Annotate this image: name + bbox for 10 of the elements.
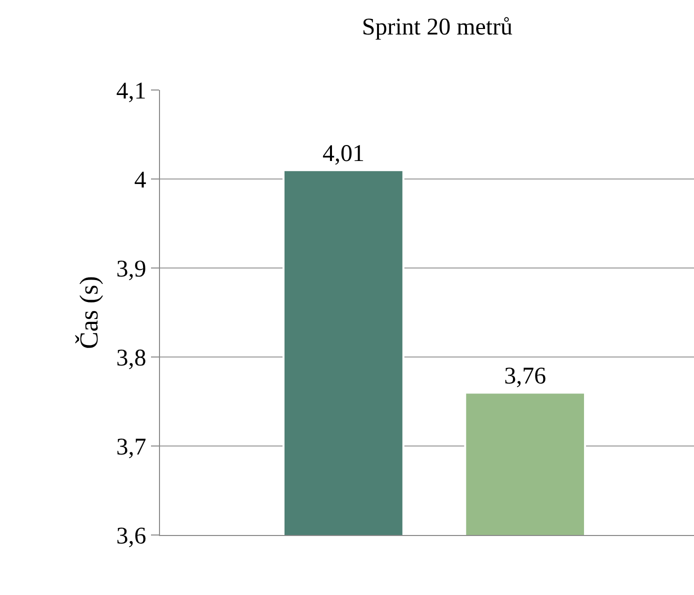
y-tick-label: 4: [134, 167, 146, 194]
y-tick-label: 4,1: [116, 78, 146, 104]
chart-title: Sprint 20 metrů: [362, 14, 513, 41]
data-label: 3,76: [504, 364, 546, 390]
y-tick-label: 3,7: [116, 434, 146, 460]
y-axis-title: Čas (s): [74, 276, 104, 349]
y-tick-label: 3,8: [116, 345, 146, 372]
y-tick-label: 3,9: [116, 256, 146, 282]
y-tick-label: 3,6: [116, 523, 146, 550]
data-label: 4,01: [322, 141, 364, 168]
